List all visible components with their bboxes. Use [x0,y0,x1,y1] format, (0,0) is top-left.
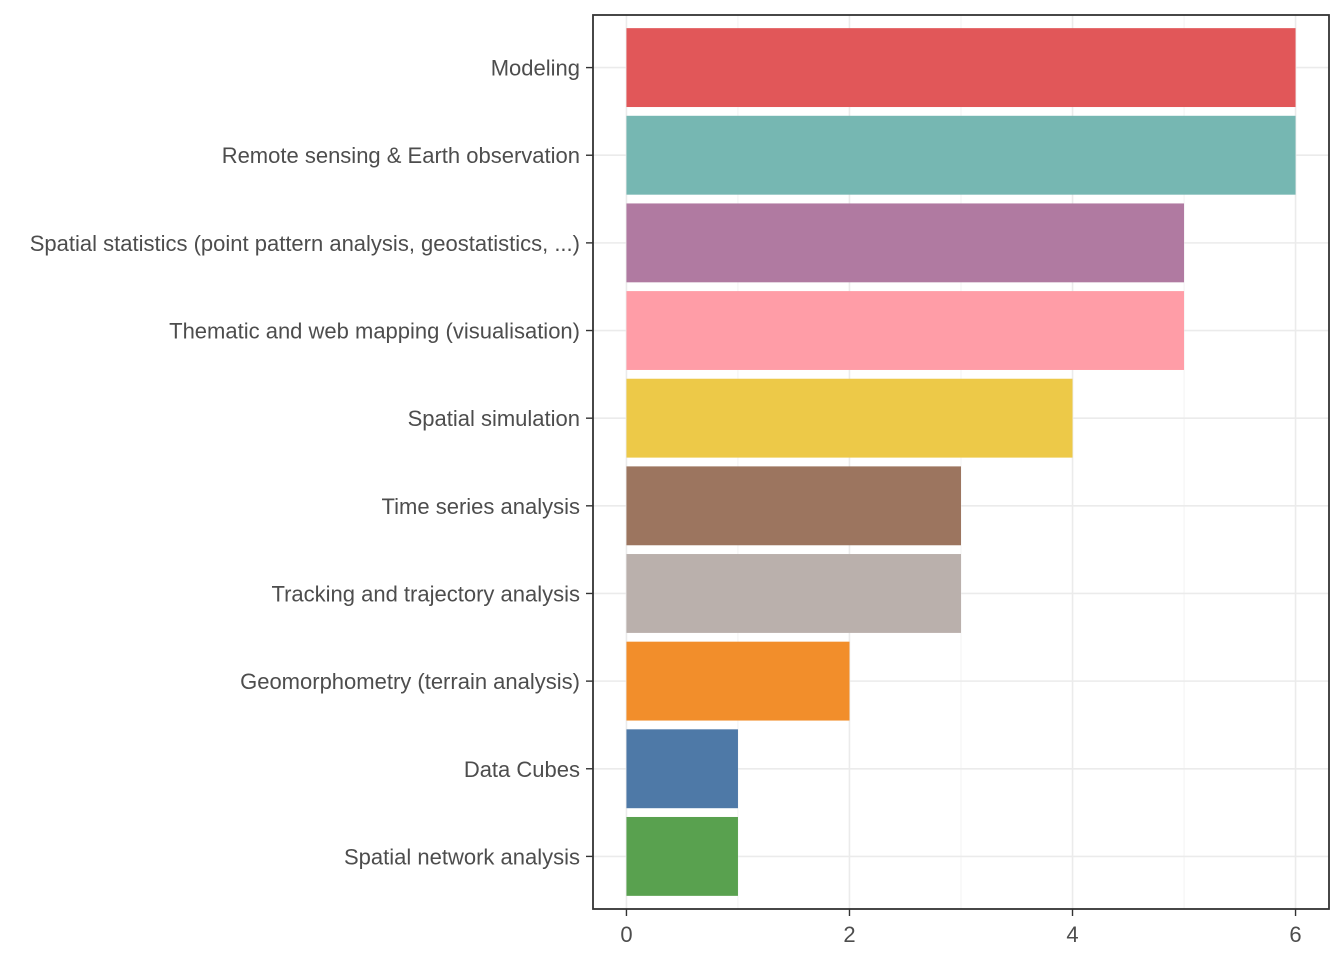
bar [626,203,1185,283]
bar [626,554,961,633]
y-tick-label: Tracking and trajectory analysis [271,581,580,606]
x-tick-label: 0 [620,922,632,947]
y-tick-label: Spatial network analysis [344,844,580,869]
y-tick-label: Geomorphometry (terrain analysis) [240,669,580,694]
y-tick-label: Thematic and web mapping (visualisation) [169,319,580,344]
x-tick-label: 6 [1289,922,1301,947]
y-tick-label: Spatial statistics (point pattern analys… [30,231,580,256]
bar [626,28,1296,108]
y-axis: Modeling Remote sensing & Earth observati… [30,56,593,869]
y-tick-label: Modeling [491,56,580,81]
x-tick-label: 4 [1066,922,1078,947]
bar [626,729,738,809]
y-tick-label: Remote sensing & Earth observation [222,143,580,168]
panel-border [592,14,1330,910]
bar [626,115,1296,195]
bar [626,291,1185,370]
y-tick-label: Time series analysis [382,494,580,519]
y-tick-label: Data Cubes [464,757,580,782]
bar [626,378,1073,458]
bar [626,641,850,721]
bar [626,466,961,546]
y-tick-label: Spatial simulation [408,406,580,431]
bar [626,816,738,896]
x-axis: 0 2 4 6 [620,909,1302,947]
x-tick-label: 2 [843,922,855,947]
bars [626,28,1296,896]
